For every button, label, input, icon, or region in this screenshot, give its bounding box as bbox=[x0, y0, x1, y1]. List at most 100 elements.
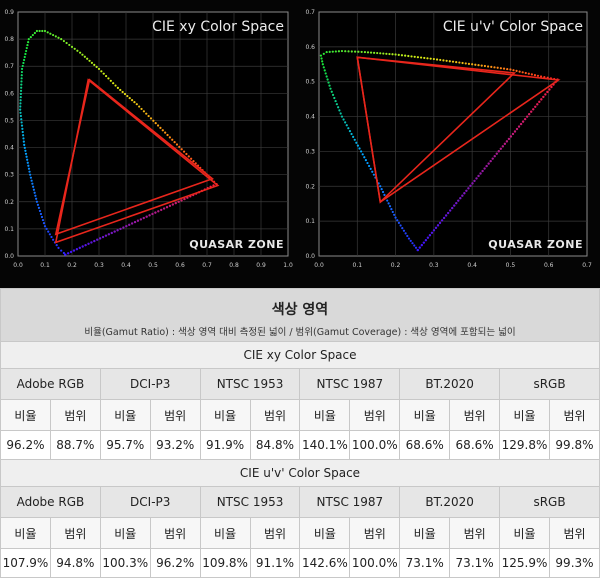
spectral-locus-point bbox=[25, 49, 28, 53]
spectral-locus-point bbox=[355, 141, 358, 144]
purple-line-point bbox=[448, 209, 452, 212]
purple-line-point bbox=[453, 204, 456, 207]
metric-value: 91.9% bbox=[199, 430, 251, 460]
spectral-locus-point bbox=[369, 51, 373, 54]
spectral-locus-point bbox=[353, 50, 357, 53]
spectral-locus-point bbox=[20, 86, 23, 89]
purple-line-point bbox=[119, 227, 122, 231]
spectral-locus-point bbox=[24, 152, 28, 155]
spectral-locus-point bbox=[130, 99, 134, 102]
spectral-locus-point bbox=[509, 68, 512, 71]
table-title-row: 색상 영역 비율(Gamut Ratio) : 색상 영역 대비 측정된 넓이 … bbox=[0, 288, 600, 342]
spectral-locus-point bbox=[20, 83, 23, 86]
purple-line-point bbox=[183, 197, 186, 201]
purple-line-point bbox=[513, 130, 517, 133]
spectral-locus-point bbox=[81, 53, 84, 56]
space-title: CIE u'v' Color Space bbox=[0, 459, 600, 487]
purple-line-point bbox=[517, 125, 521, 128]
metric-label: 범위 bbox=[349, 517, 401, 549]
spectral-locus-point bbox=[116, 86, 119, 90]
spectral-locus-point bbox=[496, 66, 499, 69]
purple-line-point bbox=[171, 203, 175, 206]
purple-line-point bbox=[101, 235, 105, 239]
x-tick-label: 0.5 bbox=[148, 262, 158, 269]
cie-uv-chart-panel: 0.0 0.1 0.2 0.3 0.4 0.5 0.6 0.7 0.0 0.1 0.2 0.3 0.4 0… bbox=[303, 0, 600, 288]
spectral-locus-point bbox=[47, 230, 50, 233]
spectral-locus-point bbox=[536, 74, 540, 77]
spectral-locus-point bbox=[27, 40, 30, 44]
metric-label: 범위 bbox=[349, 399, 401, 431]
spectral-locus-point bbox=[411, 242, 414, 245]
metric-value: 100.0% bbox=[349, 548, 401, 578]
spectral-locus-point bbox=[539, 75, 543, 78]
spectral-locus-point bbox=[182, 150, 186, 153]
spectral-locus-point bbox=[407, 237, 411, 240]
spectral-locus-point bbox=[387, 202, 390, 205]
purple-line-point bbox=[532, 108, 535, 111]
spectral-locus-point bbox=[73, 47, 76, 50]
spectral-locus-point bbox=[371, 170, 374, 173]
metric-value: 91.1% bbox=[249, 548, 301, 578]
spectral-locus-point bbox=[27, 38, 30, 41]
purple-line-point bbox=[93, 239, 96, 243]
spectral-locus-point bbox=[23, 55, 26, 59]
spectral-locus-point bbox=[22, 137, 25, 140]
y-tick-label: 0.5 bbox=[305, 79, 315, 86]
metric-label: 범위 bbox=[149, 517, 201, 549]
purple-line-point bbox=[505, 140, 509, 143]
standard-header: DCI-P3 bbox=[99, 368, 201, 400]
purple-line-point bbox=[483, 167, 486, 170]
spectral-locus-point bbox=[70, 45, 74, 48]
spectral-locus-point bbox=[499, 67, 502, 70]
purple-line-point bbox=[136, 219, 140, 222]
spectral-locus-point bbox=[400, 54, 404, 57]
metric-value: 68.6% bbox=[449, 430, 501, 460]
spectral-locus-point bbox=[439, 58, 442, 62]
y-tick-label: 0.3 bbox=[305, 148, 315, 155]
spectral-locus-point bbox=[32, 185, 35, 188]
charts-area: 0.0 0.1 0.2 0.3 0.4 0.5 0.6 0.7 0.8 0.9 1.0 0.0 0.1 0… bbox=[0, 0, 600, 288]
spectral-locus-point bbox=[455, 61, 458, 64]
purple-line-point bbox=[465, 189, 468, 192]
standard-header: NTSC 1987 bbox=[299, 368, 401, 400]
spectral-locus-point bbox=[55, 244, 58, 247]
spectral-locus-point bbox=[41, 218, 45, 222]
table-title-cell: 색상 영역 비율(Gamut Ratio) : 색상 영역 대비 측정된 넓이 … bbox=[0, 288, 600, 342]
spectral-locus-point bbox=[128, 96, 131, 100]
spectral-locus-point bbox=[319, 54, 323, 57]
y-tick-label: 0.1 bbox=[4, 226, 14, 233]
spectral-locus-point bbox=[31, 182, 34, 185]
spectral-locus-point bbox=[32, 188, 36, 191]
spectral-locus-point bbox=[530, 73, 533, 76]
purple-line-point bbox=[501, 145, 505, 148]
purple-line-point bbox=[459, 196, 462, 200]
spectral-locus-point bbox=[28, 170, 31, 173]
standard-header: NTSC 1953 bbox=[199, 368, 301, 400]
spectral-locus-point bbox=[410, 55, 413, 58]
spectral-locus-point bbox=[461, 61, 464, 65]
metric-label: 범위 bbox=[449, 517, 501, 549]
metric-value: 100.0% bbox=[349, 430, 401, 460]
spectral-locus-point bbox=[350, 50, 353, 53]
spectral-locus-point bbox=[464, 62, 467, 65]
metric-value: 73.1% bbox=[449, 548, 501, 578]
spectral-locus-point bbox=[347, 127, 350, 130]
x-tick-label: 0.4 bbox=[121, 262, 131, 269]
spectral-locus-point bbox=[57, 36, 60, 39]
spectral-locus-point bbox=[331, 93, 335, 96]
spectral-locus-point bbox=[114, 84, 117, 87]
spectral-locus-point bbox=[27, 164, 30, 167]
spectral-locus-point bbox=[348, 129, 352, 133]
spectral-locus-point bbox=[402, 229, 406, 232]
purple-line-point bbox=[139, 218, 143, 221]
spectral-locus-point bbox=[30, 179, 33, 182]
spectral-locus-point bbox=[321, 63, 324, 66]
spectral-locus-point bbox=[533, 73, 537, 77]
spectral-locus-point bbox=[29, 173, 32, 176]
spectral-locus-point bbox=[19, 111, 22, 114]
metric-value: 100.3% bbox=[99, 548, 151, 578]
purple-line-point bbox=[519, 122, 523, 126]
spectral-locus-point bbox=[40, 215, 44, 219]
purple-line-point bbox=[521, 120, 525, 123]
metric-label: 비율 bbox=[0, 399, 51, 431]
